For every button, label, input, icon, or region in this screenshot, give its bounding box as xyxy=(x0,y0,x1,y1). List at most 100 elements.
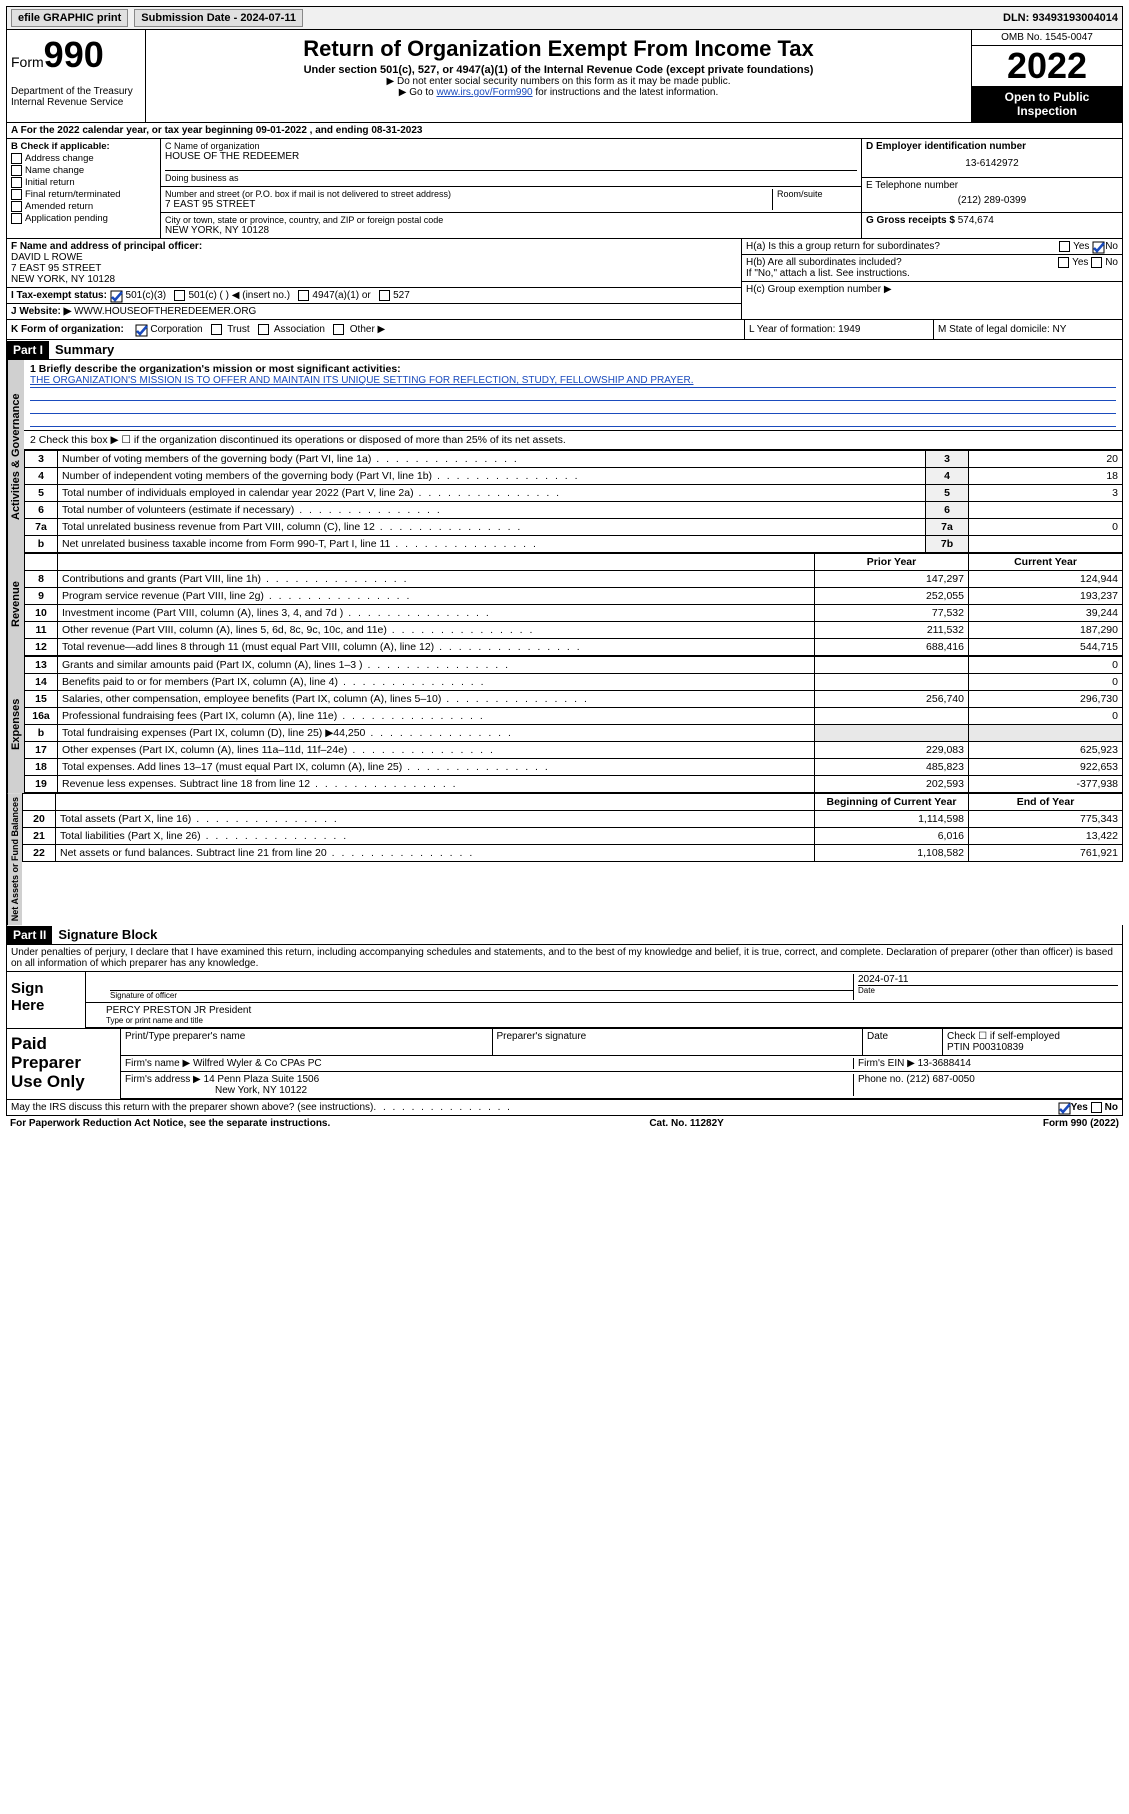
section-i: I Tax-exempt status: 501(c)(3) 501(c) ( … xyxy=(7,288,741,304)
k-trust[interactable] xyxy=(211,324,222,335)
table-row: 11Other revenue (Part VIII, column (A), … xyxy=(25,622,1123,639)
efile-button[interactable]: efile GRAPHIC print xyxy=(11,9,128,27)
org-street: 7 EAST 95 STREET xyxy=(165,199,772,210)
section-bcde: B Check if applicable: Address changeNam… xyxy=(6,139,1123,239)
state-domicile: M State of legal domicile: NY xyxy=(933,320,1122,339)
checkbox-address-change[interactable]: Address change xyxy=(11,153,156,164)
table-row: 17Other expenses (Part IX, column (A), l… xyxy=(25,742,1123,759)
table-row: 6Total number of volunteers (estimate if… xyxy=(25,502,1123,519)
table-row: 18Total expenses. Add lines 13–17 (must … xyxy=(25,759,1123,776)
open-inspection: Open to Public Inspection xyxy=(972,86,1122,122)
firm-name: Wilfred Wyler & Co CPAs PC xyxy=(193,1058,322,1069)
row-a-tax-year: A For the 2022 calendar year, or tax yea… xyxy=(6,123,1123,139)
tab-net-assets: Net Assets or Fund Balances xyxy=(7,793,22,925)
net-assets-section: Net Assets or Fund Balances Beginning of… xyxy=(6,793,1123,925)
note-link: ▶ Go to www.irs.gov/Form990 for instruct… xyxy=(150,87,967,98)
footer: For Paperwork Reduction Act Notice, see … xyxy=(6,1116,1123,1131)
signature-date: 2024-07-11 xyxy=(858,974,1118,985)
org-name: HOUSE OF THE REDEEMER xyxy=(165,151,857,162)
revenue-table: Prior YearCurrent Year8Contributions and… xyxy=(24,553,1123,656)
table-row: 5Total number of individuals employed in… xyxy=(25,485,1123,502)
ein: 13-6142972 xyxy=(866,152,1118,175)
section-c: C Name of organization HOUSE OF THE REDE… xyxy=(161,139,861,238)
prep-name-label: Print/Type preparer's name xyxy=(121,1029,492,1056)
signature-block: Under penalties of perjury, I declare th… xyxy=(6,945,1123,1100)
omb-number: OMB No. 1545-0047 xyxy=(972,30,1122,46)
irs-link[interactable]: www.irs.gov/Form990 xyxy=(436,87,532,98)
table-row: 14Benefits paid to or for members (Part … xyxy=(25,674,1123,691)
form-number: Form990 xyxy=(11,34,141,76)
prep-date-label: Date xyxy=(862,1029,942,1056)
discuss-yes-checked[interactable] xyxy=(1058,1102,1069,1113)
checkbox-501c3-checked[interactable] xyxy=(110,290,121,301)
perjury-declaration: Under penalties of perjury, I declare th… xyxy=(7,945,1122,972)
expenses-table: 13Grants and similar amounts paid (Part … xyxy=(24,656,1123,793)
checkbox-4947[interactable] xyxy=(298,290,309,301)
checkbox-501c[interactable] xyxy=(174,290,185,301)
tab-revenue: Revenue xyxy=(7,553,24,656)
website: WWW.HOUSEOFTHEREDEEMER.ORG xyxy=(74,306,256,317)
table-row: 13Grants and similar amounts paid (Part … xyxy=(25,657,1123,674)
note-ssn: ▶ Do not enter social security numbers o… xyxy=(150,76,967,87)
k-association[interactable] xyxy=(258,324,269,335)
net-assets-table: Beginning of Current YearEnd of Year20To… xyxy=(22,793,1123,862)
tax-year: 2022 xyxy=(972,46,1122,86)
hb-no[interactable] xyxy=(1091,257,1102,268)
discuss-row: May the IRS discuss this return with the… xyxy=(6,1100,1123,1116)
revenue-section: Revenue Prior YearCurrent Year8Contribut… xyxy=(6,553,1123,656)
row-klm: K Form of organization: Corporation Trus… xyxy=(6,320,1123,340)
checkbox-527[interactable] xyxy=(379,290,390,301)
officer-name: PERCY PRESTON JR President xyxy=(106,1005,1118,1016)
section-hb: H(b) Are all subordinates included? Yes … xyxy=(742,255,1122,282)
table-row: 4Number of independent voting members of… xyxy=(25,468,1123,485)
form-title: Return of Organization Exempt From Incom… xyxy=(150,36,967,62)
dln: DLN: 93493193004014 xyxy=(1003,12,1118,24)
checkbox-initial-return[interactable]: Initial return xyxy=(11,177,156,188)
checkbox-name-change[interactable]: Name change xyxy=(11,165,156,176)
section-fhij: F Name and address of principal officer:… xyxy=(6,239,1123,320)
ptin-cell: Check ☐ if self-employed PTIN P00310839 xyxy=(942,1029,1122,1056)
submission-date: Submission Date - 2024-07-11 xyxy=(134,9,303,27)
table-row: 12Total revenue—add lines 8 through 11 (… xyxy=(25,639,1123,656)
checkbox-amended-return[interactable]: Amended return xyxy=(11,201,156,212)
section-ha: H(a) Is this a group return for subordin… xyxy=(742,239,1122,255)
part2-header: Part II Signature Block xyxy=(6,925,1123,945)
firm-addr: 14 Penn Plaza Suite 1506 xyxy=(204,1074,320,1085)
section-b: B Check if applicable: Address changeNam… xyxy=(7,139,161,238)
table-row: 20Total assets (Part X, line 16)1,114,59… xyxy=(23,811,1123,828)
table-row: 15Salaries, other compensation, employee… xyxy=(25,691,1123,708)
table-row: 7aTotal unrelated business revenue from … xyxy=(25,519,1123,536)
table-row: 16aProfessional fundraising fees (Part I… xyxy=(25,708,1123,725)
tab-activities-governance: Activities & Governance xyxy=(7,360,24,553)
table-row: 22Net assets or fund balances. Subtract … xyxy=(23,845,1123,862)
sign-here-label: Sign Here xyxy=(7,972,86,1028)
year-formation: L Year of formation: 1949 xyxy=(744,320,933,339)
firm-phone: (212) 687-0050 xyxy=(906,1074,974,1085)
ha-no-checked[interactable] xyxy=(1092,241,1103,252)
table-row: 10Investment income (Part VIII, column (… xyxy=(25,605,1123,622)
discuss-no[interactable] xyxy=(1091,1102,1102,1113)
table-row: 19Revenue less expenses. Subtract line 1… xyxy=(25,776,1123,793)
form-subtitle: Under section 501(c), 527, or 4947(a)(1)… xyxy=(150,64,967,76)
checkbox-application-pending[interactable]: Application pending xyxy=(11,213,156,224)
table-row: bNet unrelated business taxable income f… xyxy=(25,536,1123,553)
checkbox-final-return-terminated[interactable]: Final return/terminated xyxy=(11,189,156,200)
table-row: 9Program service revenue (Part VIII, lin… xyxy=(25,588,1123,605)
k-corporation-checked[interactable] xyxy=(135,324,146,335)
line-2: 2 Check this box ▶ ☐ if the organization… xyxy=(24,431,1123,450)
section-f: F Name and address of principal officer:… xyxy=(7,239,741,288)
k-other-[interactable] xyxy=(333,324,344,335)
ha-yes[interactable] xyxy=(1059,241,1070,252)
part1-header: Part I Summary xyxy=(6,340,1123,360)
table-row: bTotal fundraising expenses (Part IX, co… xyxy=(25,725,1123,742)
line-1-mission: 1 Briefly describe the organization's mi… xyxy=(24,360,1123,431)
hb-yes[interactable] xyxy=(1058,257,1069,268)
prep-sig-label: Preparer's signature xyxy=(492,1029,863,1056)
gross-receipts: 574,674 xyxy=(958,215,994,226)
expenses-section: Expenses 13Grants and similar amounts pa… xyxy=(6,656,1123,793)
firm-ein: 13-3688414 xyxy=(918,1058,971,1069)
paid-preparer-label: Paid Preparer Use Only xyxy=(7,1029,121,1099)
section-de: D Employer identification number 13-6142… xyxy=(861,139,1122,238)
table-row: 3Number of voting members of the governi… xyxy=(25,451,1123,468)
governance-table: 3Number of voting members of the governi… xyxy=(24,450,1123,553)
